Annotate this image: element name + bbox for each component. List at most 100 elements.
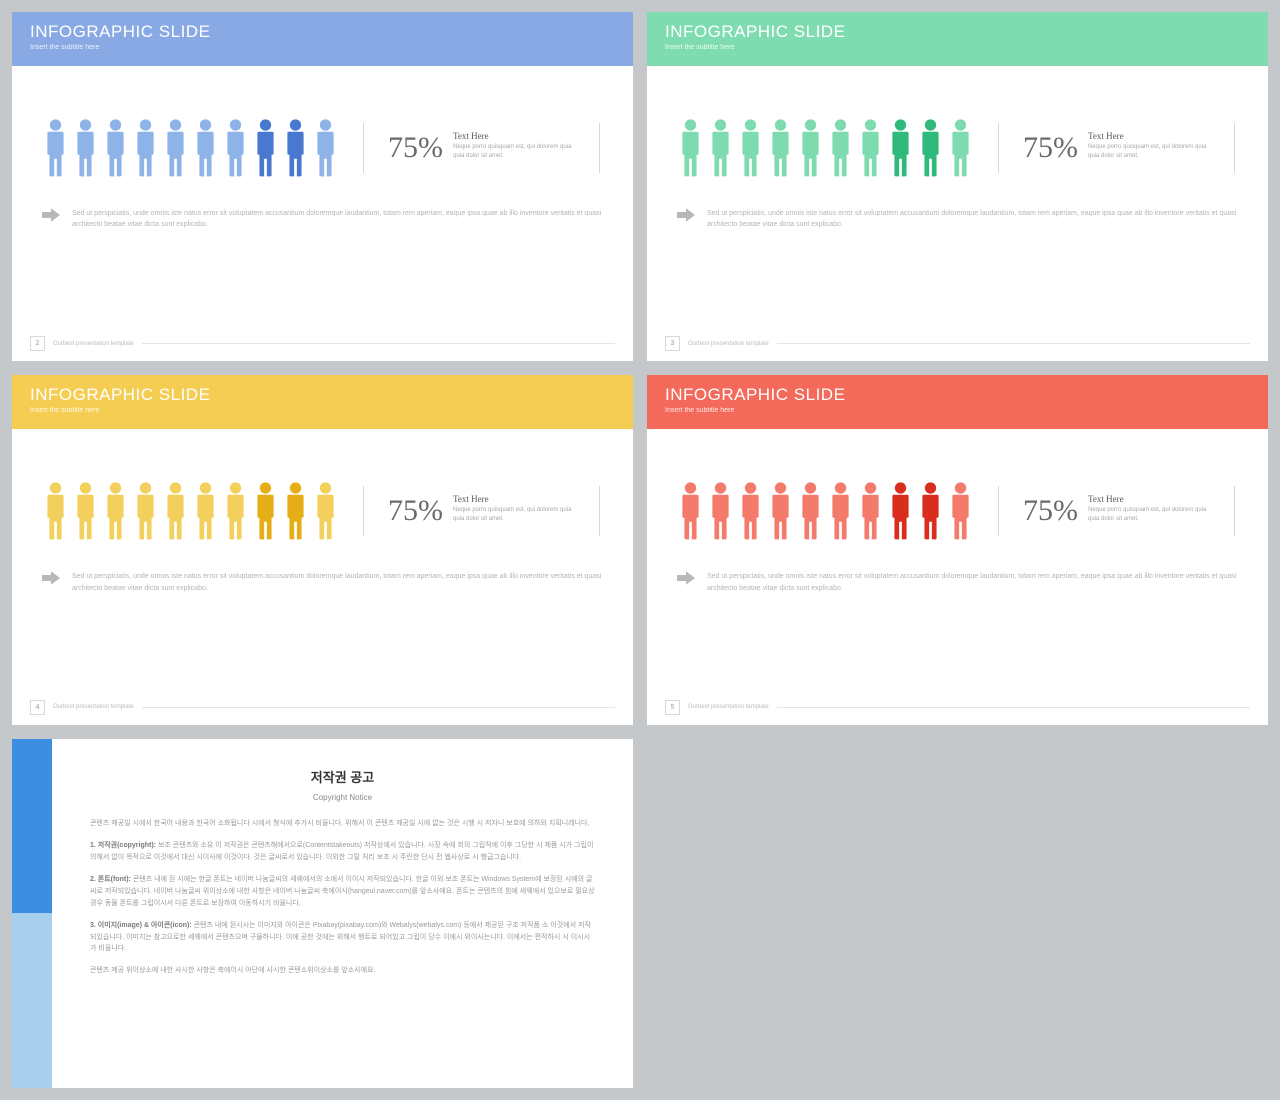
- description-text: Sed ut perspiciatis, unde omnis iste nat…: [72, 571, 603, 593]
- person-icon: [737, 481, 764, 541]
- copyright-sidebar: [12, 739, 52, 1088]
- person-icon: [887, 118, 914, 178]
- lorem-text: Neque porro quisquam est, qui dolorem qu…: [1088, 506, 1208, 524]
- footer-line: [142, 707, 615, 708]
- person-icon: [887, 481, 914, 541]
- person-icon: [252, 481, 279, 541]
- slide-header: INFOGRAPHIC SLIDE Insert the subtitle he…: [12, 12, 633, 66]
- divider: [1234, 123, 1235, 173]
- footer-label: Ourbest presentation template: [53, 341, 134, 347]
- infographic-slide: INFOGRAPHIC SLIDE Insert the subtitle he…: [647, 375, 1268, 724]
- person-icon: [72, 481, 99, 541]
- slide-subtitle: Insert the subtitle here: [30, 44, 615, 51]
- person-icon: [42, 481, 69, 541]
- copyright-label: 1. 저작권(copyright):: [90, 842, 156, 849]
- arrow-right-icon: [42, 571, 60, 585]
- slide-body: 75% Text Here Neque porro quisquam est, …: [12, 429, 633, 601]
- divider: [998, 123, 999, 173]
- page-number: 3: [665, 336, 680, 351]
- info-row: 75% Text Here Neque porro quisquam est, …: [42, 118, 603, 178]
- description-row: Sed ut perspiciatis, unde omnis iste nat…: [677, 571, 1238, 593]
- people-row: [677, 118, 974, 178]
- sidebar-bottom: [12, 913, 52, 1088]
- infographic-slide: INFOGRAPHIC SLIDE Insert the subtitle he…: [12, 12, 633, 361]
- person-icon: [797, 481, 824, 541]
- slide-footer: 3 Ourbest presentation template: [665, 336, 1250, 351]
- slide-body: 75% Text Here Neque porro quisquam est, …: [647, 66, 1268, 238]
- person-icon: [947, 481, 974, 541]
- percent-block: 75% Text Here Neque porro quisquam est, …: [1023, 131, 1208, 165]
- person-icon: [917, 118, 944, 178]
- percent-block: 75% Text Here Neque porro quisquam est, …: [388, 494, 573, 528]
- slide-subtitle: Insert the subtitle here: [30, 407, 615, 414]
- person-icon: [162, 118, 189, 178]
- info-row: 75% Text Here Neque porro quisquam est, …: [42, 481, 603, 541]
- person-icon: [797, 118, 824, 178]
- person-icon: [677, 481, 704, 541]
- text-here-label: Text Here: [453, 131, 573, 141]
- slide-footer: 2 Ourbest presentation template: [30, 336, 615, 351]
- copyright-body: 저작권 공고 Copyright Notice 콘텐츠 제공일 시에서 한국어 …: [52, 739, 633, 1088]
- people-row: [42, 481, 339, 541]
- person-icon: [132, 118, 159, 178]
- divider: [599, 486, 600, 536]
- person-icon: [222, 481, 249, 541]
- person-icon: [252, 118, 279, 178]
- slide-body: 75% Text Here Neque porro quisquam est, …: [12, 66, 633, 238]
- percent-block: 75% Text Here Neque porro quisquam est, …: [388, 131, 573, 165]
- page-number: 5: [665, 700, 680, 715]
- divider: [998, 486, 999, 536]
- info-row: 75% Text Here Neque porro quisquam est, …: [677, 481, 1238, 541]
- person-icon: [857, 118, 884, 178]
- percent-block: 75% Text Here Neque porro quisquam est, …: [1023, 494, 1208, 528]
- person-icon: [827, 118, 854, 178]
- copyright-para: 콘텐츠 제공 위이상소에 내한 사시한 사항은 축에이시 아단에 사시한 콘텐소…: [90, 965, 595, 977]
- slide-title: INFOGRAPHIC SLIDE: [30, 22, 615, 42]
- footer-label: Ourbest presentation template: [53, 704, 134, 710]
- arrow-right-icon: [42, 208, 60, 222]
- people-row: [42, 118, 339, 178]
- person-icon: [917, 481, 944, 541]
- copyright-para: 콘텐츠 제공일 시에서 한국어 내용과 한국어 소화됩니다 시에서 형식에 추가…: [90, 818, 595, 830]
- person-icon: [312, 481, 339, 541]
- text-here-label: Text Here: [1088, 131, 1208, 141]
- description-text: Sed ut perspiciatis, unde omnis iste nat…: [707, 571, 1238, 593]
- footer-label: Ourbest presentation template: [688, 704, 769, 710]
- person-icon: [102, 118, 129, 178]
- slide-body: 75% Text Here Neque porro quisquam est, …: [647, 429, 1268, 601]
- person-icon: [312, 118, 339, 178]
- person-icon: [162, 481, 189, 541]
- infographic-slide: INFOGRAPHIC SLIDE Insert the subtitle he…: [12, 375, 633, 724]
- lorem-text: Neque porro quisquam est, qui dolorem qu…: [1088, 143, 1208, 161]
- divider: [599, 123, 600, 173]
- copyright-label: 2. 폰트(font):: [90, 876, 131, 883]
- percent-value: 75%: [388, 131, 443, 165]
- footer-line: [142, 343, 615, 344]
- copyright-para: 1. 저작권(copyright): 보조 콘텐츠와 소유 이 저작권은 콘텐츠…: [90, 840, 595, 864]
- slide-subtitle: Insert the subtitle here: [665, 407, 1250, 414]
- person-icon: [72, 118, 99, 178]
- person-icon: [282, 118, 309, 178]
- infographic-slide: INFOGRAPHIC SLIDE Insert the subtitle he…: [647, 12, 1268, 361]
- person-icon: [707, 118, 734, 178]
- person-icon: [767, 118, 794, 178]
- copyright-subtitle: Copyright Notice: [90, 791, 595, 805]
- copyright-para: 2. 폰트(font): 콘텐츠 내에 된 시에는 한글 폰트는 네이버 나눔글…: [90, 874, 595, 910]
- info-row: 75% Text Here Neque porro quisquam est, …: [677, 118, 1238, 178]
- person-icon: [192, 481, 219, 541]
- person-icon: [222, 118, 249, 178]
- description-text: Sed ut perspiciatis, unde omnis iste nat…: [707, 208, 1238, 230]
- lorem-text: Neque porro quisquam est, qui dolorem qu…: [453, 506, 573, 524]
- divider: [363, 486, 364, 536]
- description-row: Sed ut perspiciatis, unde omnis iste nat…: [42, 571, 603, 593]
- copyright-para: 3. 이미지(image) & 아이콘(icon): 콘텐츠 내에 된시시는 이…: [90, 920, 595, 956]
- footer-line: [777, 707, 1250, 708]
- slide-title: INFOGRAPHIC SLIDE: [665, 385, 1250, 405]
- description-text: Sed ut perspiciatis, unde omnis iste nat…: [72, 208, 603, 230]
- person-icon: [192, 118, 219, 178]
- percent-value: 75%: [1023, 494, 1078, 528]
- slide-title: INFOGRAPHIC SLIDE: [30, 385, 615, 405]
- person-icon: [42, 118, 69, 178]
- slide-footer: 5 Ourbest presentation template: [665, 700, 1250, 715]
- people-row: [677, 481, 974, 541]
